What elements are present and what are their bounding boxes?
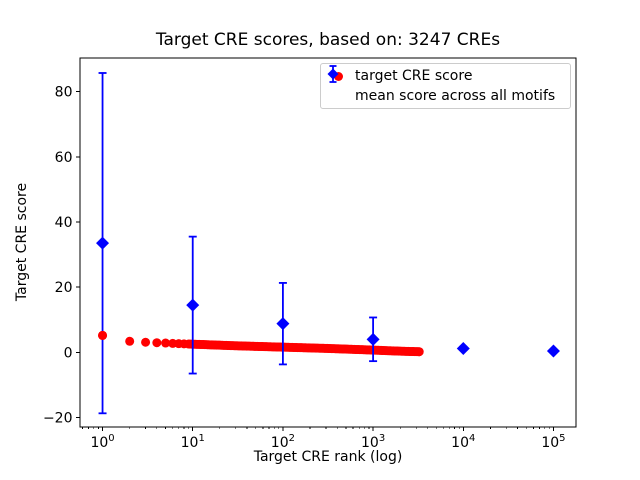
legend-label: target CRE score	[355, 68, 473, 85]
legend-entry-target-score: target CRE score	[321, 67, 570, 85]
red-scatter-series	[98, 330, 424, 357]
x-axis-minor-ticks	[82, 427, 550, 430]
x-axis-label: Target CRE rank (log)	[253, 449, 403, 465]
red-circle-icon	[333, 71, 343, 81]
x-axis-ticks: 100 101 102 103 104 105	[90, 427, 566, 451]
blue-diamond-errorbar-icon	[327, 65, 339, 83]
svg-text:40: 40	[55, 215, 73, 231]
legend-label: mean score across all motifs	[355, 87, 556, 104]
svg-text:20: 20	[55, 280, 73, 296]
svg-text:−20: −20	[43, 411, 73, 427]
y-axis-label: Target CRE score	[14, 182, 30, 302]
chart-title: Target CRE scores, based on: 3247 CREs	[155, 30, 501, 50]
svg-text:60: 60	[55, 150, 73, 166]
blue-errorbar-series	[96, 72, 560, 415]
red-rank1-dot	[98, 330, 108, 340]
svg-text:0: 0	[64, 345, 73, 361]
axes-frame	[79, 57, 577, 428]
legend: target CRE score mean score across all m…	[320, 63, 571, 109]
legend-marker-slot	[321, 71, 355, 81]
svg-text:80: 80	[55, 85, 73, 101]
y-axis-ticks: −20 0 20 40 60 80	[43, 85, 80, 427]
legend-entry-mean-score: mean score across all motifs	[321, 65, 570, 105]
